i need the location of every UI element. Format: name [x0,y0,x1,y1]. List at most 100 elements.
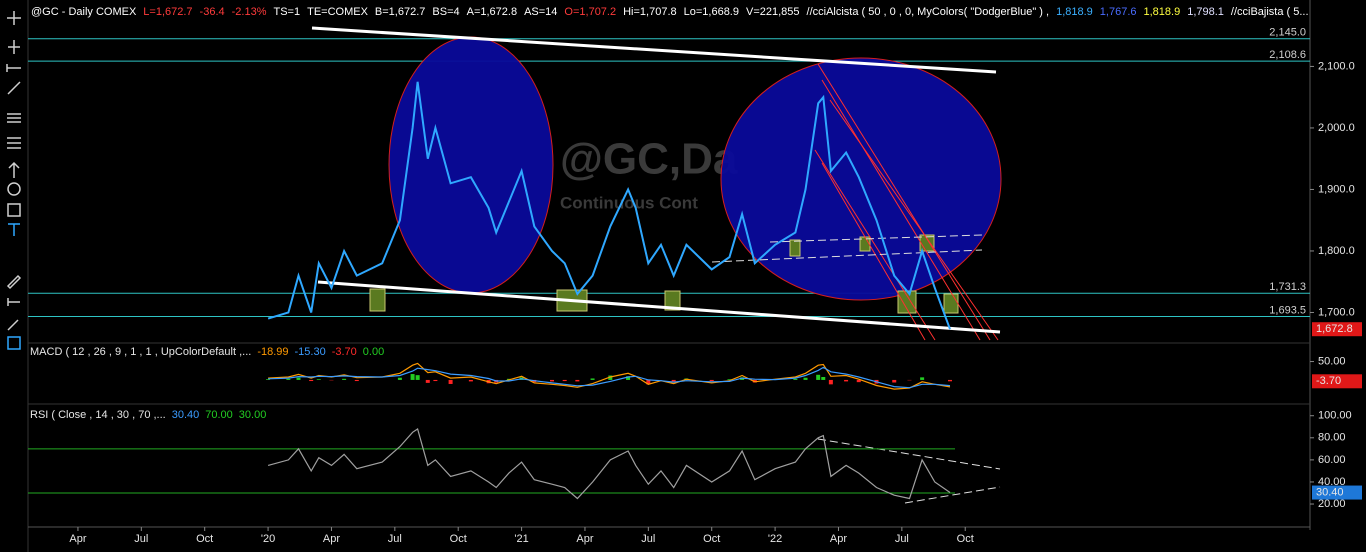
pencil-tool[interactable] [6,274,22,290]
header-item: O=1,707.2 [564,6,616,18]
indicator-readout: -3.70 [332,346,357,358]
indicator-title: MACD ( 12 , 26 , 9 , 1 , 1 , UpColorDefa… [30,346,251,358]
macd-histogram-bar [433,379,438,382]
header-item: Lo=1,668.9 [684,6,739,18]
arrow-tool[interactable] [8,161,20,178]
series-line [267,81,951,330]
level-label: 2,108.6 [1269,49,1306,61]
macd-histogram-bar [709,379,714,382]
indicator-readout: -15.30 [295,346,326,358]
x-tick-label: Jul [134,533,148,545]
y-tick-label: 1,700.0 [1318,306,1355,318]
y-tick-label: 2,100.0 [1318,60,1355,72]
header-item: A=1,672.8 [467,6,517,18]
resistance-trendline [311,26,997,74]
auto-tool[interactable] [7,336,21,350]
macd-histogram-bar [671,379,676,382]
indicator-readout: 70.00 [205,409,233,421]
watermark: Continuous Cont [560,193,698,212]
macd-histogram-bar [448,379,453,384]
last-value-label: -3.70 [1316,375,1341,387]
level-label: 1,693.5 [1269,304,1306,316]
macd-histogram-bar [316,379,321,380]
header-item: //cciAlcista ( 50 , 0 , 0, MyColors( "Do… [807,6,1050,18]
fib-tool[interactable] [7,137,21,149]
indicator-readout: 0.00 [363,346,384,358]
macd-histogram-bar [309,379,314,382]
x-tick-label: Jul [895,533,909,545]
header-item: //cciBajista ( 5... [1231,6,1309,18]
macd-histogram-bar [425,379,430,383]
header-item: -2.13% [232,6,267,18]
series-line [267,428,951,500]
last-value-box [1312,374,1362,389]
header: @GC - Daily COMEX L=1,672.7 -36.4 -2.13% TS=… [31,6,1309,18]
macd-histogram-bar [296,377,301,380]
x-tick-label: Oct [957,533,974,545]
measure-tool[interactable] [7,298,20,306]
x-tick-label: '20 [261,533,275,545]
x-tick-label: Oct [450,533,467,545]
macd-histogram-bar [727,379,732,380]
header-item: B=1,672.7 [375,6,425,18]
ellipse-tool[interactable] [7,182,21,196]
macd-histogram-bar [821,376,826,380]
x-tick-label: '22 [768,533,782,545]
macd-histogram-bar [856,379,861,383]
macd-histogram-bar [646,379,651,385]
header-item: 1,818.9 [1056,6,1093,18]
level-label: 1,731.3 [1269,281,1306,293]
macd-histogram-bar [892,379,897,383]
macd-histogram-bar [828,379,833,385]
macd-histogram-bar [342,378,347,380]
macd-histogram-bar [286,378,291,380]
watermark: @GC,Da [560,135,738,184]
macd-histogram-bar [803,377,808,380]
x-tick-label: Oct [196,533,213,545]
macd-histogram-bar [590,378,595,380]
brush-tool[interactable] [7,319,19,331]
macd-histogram-bar [562,379,567,382]
dashed-trendline [711,249,983,263]
x-tick-label: '21 [514,533,528,545]
x-tick-label: Apr [323,533,340,545]
x-tick-label: Apr [830,533,847,545]
macd-histogram-bar [844,379,849,382]
x-tick-label: Apr [69,533,86,545]
down-channel [814,63,999,341]
macd-histogram-bar [550,379,555,382]
header-item: 1,818.9 [1144,6,1181,18]
indicator-readout: 30.00 [239,409,267,421]
y-tick-label: 50.00 [1318,355,1346,367]
macd-histogram-bar [415,375,420,380]
highlight-ellipse [388,36,554,294]
y-tick-label: 40.00 [1318,476,1346,488]
series-line [268,366,951,389]
indicator-title: RSI ( Close , 14 , 30 , 70 ,... [30,409,166,421]
header-item: TS=1 [273,6,300,18]
rectangle-tool[interactable] [7,203,21,217]
vertical-line-tool[interactable] [8,40,20,54]
text-tool[interactable] [8,223,20,236]
x-tick-label: Jul [388,533,402,545]
header-item: 1,767.6 [1100,6,1137,18]
x-tick-label: Oct [703,533,720,545]
channel-tool[interactable] [7,113,21,123]
horizontal-line-tool[interactable] [6,64,21,72]
macd-histogram-bar [354,379,359,382]
y-tick-label: 1,800.0 [1318,245,1355,257]
trend-tool[interactable] [7,81,21,95]
macd-histogram-bar [816,374,821,380]
header-item: Hi=1,707.8 [623,6,677,18]
toolbar [6,11,22,350]
macd-histogram-bar [948,379,953,382]
last-value-label: 1,672.8 [1316,323,1353,335]
last-value-label: 30.40 [1316,486,1344,498]
y-tick-label: 2,000.0 [1318,122,1355,134]
header-item: 1,798.1 [1187,6,1224,18]
crosshair-tool[interactable] [7,11,21,25]
macd-histogram-bar [468,379,473,382]
x-tick-label: Apr [576,533,593,545]
